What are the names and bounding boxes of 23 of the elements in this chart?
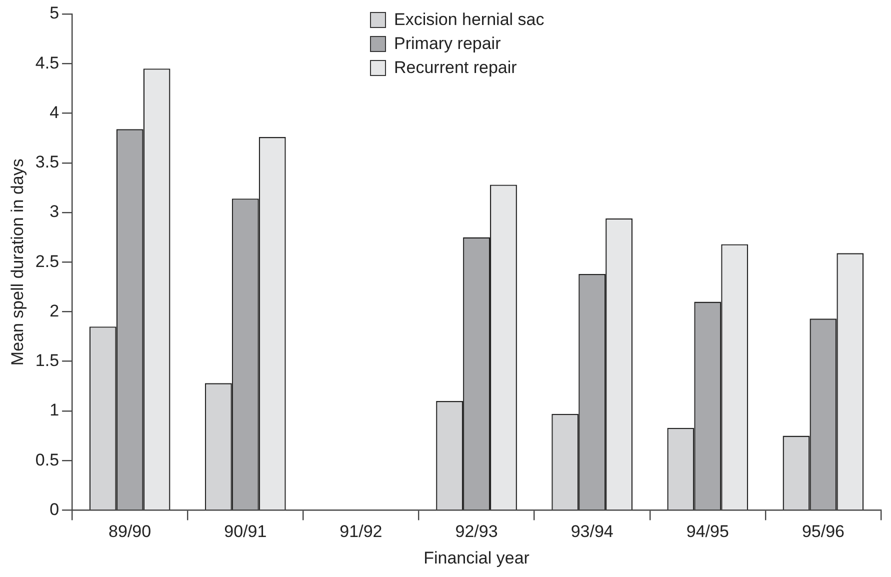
y-tick-label: 0 bbox=[50, 500, 60, 519]
legend-label: Excision hernial sac bbox=[394, 10, 544, 30]
x-tick-label: 92/93 bbox=[455, 522, 498, 542]
x-tick-label: 90/91 bbox=[224, 522, 267, 542]
y-tick-label: 3.5 bbox=[35, 152, 60, 172]
legend-label: Primary repair bbox=[394, 34, 501, 54]
x-tick-label: 93/94 bbox=[570, 522, 614, 542]
legend-label: Recurrent repair bbox=[394, 58, 517, 78]
y-tick-label: 3 bbox=[50, 202, 60, 222]
y-tick-label: 1 bbox=[50, 400, 60, 420]
y-tick-label: 2.5 bbox=[35, 252, 60, 271]
x-axis-title: Financial year bbox=[424, 548, 530, 568]
y-tick-label: 4.5 bbox=[35, 53, 60, 72]
y-tick-label: 5 bbox=[50, 4, 60, 23]
x-tick-label: 89/90 bbox=[108, 522, 152, 542]
y-tick-label: 0.5 bbox=[35, 450, 60, 470]
x-tick-label: 91/92 bbox=[340, 522, 382, 542]
y-tick-label: 4 bbox=[50, 102, 60, 122]
y-tick-label: 1.5 bbox=[35, 351, 60, 370]
y-tick-label: 2 bbox=[50, 301, 60, 320]
x-tick-label: 95/96 bbox=[802, 522, 844, 542]
y-axis-title: Mean spell duration in days bbox=[8, 158, 27, 366]
x-tick-label: 94/95 bbox=[686, 522, 729, 542]
